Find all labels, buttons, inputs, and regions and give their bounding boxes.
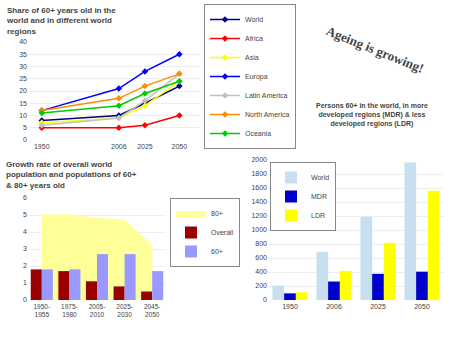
svg-text:25: 25 — [19, 75, 27, 82]
svg-text:Share of 60+ years old in thew: Share of 60+ years old in theworld and i… — [6, 6, 116, 36]
svg-text:6: 6 — [23, 194, 27, 201]
svg-text:Persons 60+ in the world, in m: Persons 60+ in the world, in moredevelop… — [316, 102, 428, 128]
svg-text:10: 10 — [19, 112, 27, 119]
svg-text:2050: 2050 — [414, 303, 430, 310]
svg-text:Europa: Europa — [245, 73, 268, 81]
svg-text:60+: 60+ — [211, 248, 223, 255]
svg-text:800: 800 — [255, 240, 267, 247]
svg-text:1400: 1400 — [251, 198, 267, 205]
svg-text:Asia: Asia — [245, 54, 259, 61]
svg-text:4: 4 — [23, 228, 27, 235]
svg-text:Latin America: Latin America — [245, 92, 288, 99]
svg-text:1600: 1600 — [251, 184, 267, 191]
svg-text:2025: 2025 — [137, 143, 153, 150]
svg-text:Overall: Overall — [211, 229, 234, 236]
svg-text:35: 35 — [19, 51, 27, 58]
svg-text:400: 400 — [255, 268, 267, 275]
svg-text:2045-2050: 2045-2050 — [144, 303, 161, 318]
svg-text:2025: 2025 — [370, 303, 386, 310]
svg-text:0: 0 — [263, 296, 267, 303]
svg-text:2: 2 — [23, 262, 27, 269]
svg-text:600: 600 — [255, 254, 267, 261]
svg-text:Ageing is growing!: Ageing is growing! — [324, 23, 426, 76]
svg-text:Growth rate of overall worldpo: Growth rate of overall worldpopulation a… — [6, 160, 137, 190]
svg-text:30: 30 — [19, 63, 27, 70]
svg-text:2006: 2006 — [326, 303, 342, 310]
svg-text:Oceania: Oceania — [245, 130, 271, 137]
svg-text:40: 40 — [19, 38, 27, 45]
svg-text:MDR: MDR — [311, 193, 327, 200]
svg-text:5: 5 — [23, 124, 27, 131]
svg-text:200: 200 — [255, 282, 267, 289]
svg-text:15: 15 — [19, 100, 27, 107]
svg-text:Africa: Africa — [245, 35, 263, 42]
svg-text:1800: 1800 — [251, 170, 267, 177]
svg-text:1950: 1950 — [282, 303, 298, 310]
svg-text:0: 0 — [23, 296, 27, 303]
svg-text:LDR: LDR — [311, 212, 325, 219]
svg-text:2025-2030: 2025-2030 — [116, 303, 133, 318]
svg-text:North America: North America — [245, 111, 289, 118]
svg-text:1950-1955: 1950-1955 — [33, 303, 50, 318]
svg-text:2000: 2000 — [251, 156, 267, 163]
svg-text:1200: 1200 — [251, 212, 267, 219]
svg-text:0: 0 — [23, 136, 27, 143]
svg-text:2006: 2006 — [111, 143, 127, 150]
svg-text:5: 5 — [23, 211, 27, 218]
svg-text:1000: 1000 — [251, 226, 267, 233]
svg-text:1950: 1950 — [34, 143, 50, 150]
svg-text:World: World — [311, 174, 329, 181]
svg-text:80+: 80+ — [211, 210, 223, 217]
svg-text:2005-2010: 2005-2010 — [89, 303, 106, 318]
svg-text:1: 1 — [23, 279, 27, 286]
svg-text:World: World — [245, 16, 263, 23]
svg-text:3: 3 — [23, 245, 27, 252]
svg-text:2050: 2050 — [172, 143, 188, 150]
svg-text:20: 20 — [19, 87, 27, 94]
svg-text:1975-1980: 1975-1980 — [61, 303, 78, 318]
